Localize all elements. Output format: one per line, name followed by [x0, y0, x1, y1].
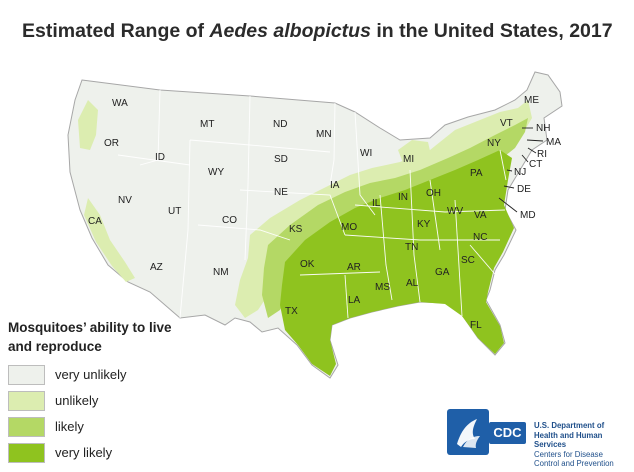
state-label-id: ID	[155, 152, 165, 163]
state-label-ia: IA	[330, 180, 340, 191]
state-label-la: LA	[348, 295, 361, 306]
range-unlikely-westcoast	[78, 100, 98, 150]
state-label-mo: MO	[341, 222, 357, 233]
state-label-az: AZ	[150, 262, 163, 273]
hhs-eagle-logo-icon	[447, 409, 489, 455]
label-leaders	[498, 127, 544, 213]
org-line-2: Health and Human Services	[534, 430, 603, 450]
state-label-ri: RI	[537, 149, 547, 160]
state-label-nj: NJ	[514, 167, 526, 178]
legend-swatch-unlikely	[8, 391, 45, 411]
state-label-ms: MS	[375, 282, 390, 293]
state-label-ca: CA	[88, 216, 102, 227]
state-label-tx: TX	[285, 306, 298, 317]
state-label-me: ME	[524, 95, 539, 106]
legend-label-likely: likely	[55, 419, 84, 434]
state-label-va: VA	[474, 210, 487, 221]
state-label-nm: NM	[213, 267, 229, 278]
range-unlikely-michigan	[398, 140, 432, 170]
state-labels: WA OR CA NV ID MT WY UT AZ CO NM ND SD N…	[88, 95, 561, 331]
state-label-ks: KS	[289, 224, 303, 235]
state-label-tn: TN	[405, 242, 418, 253]
legend-label-very-likely: very likely	[55, 445, 113, 460]
state-label-wi: WI	[360, 148, 372, 159]
state-label-nc: NC	[473, 232, 487, 243]
range-unlikely-california	[84, 198, 135, 282]
org-line-1: U.S. Department of	[534, 421, 605, 430]
state-label-vt: VT	[500, 118, 513, 129]
state-label-ut: UT	[168, 206, 181, 217]
state-label-or: OR	[104, 138, 119, 149]
state-label-md: MD	[520, 210, 536, 221]
state-label-wa: WA	[112, 98, 128, 109]
state-borders	[117, 89, 507, 319]
state-label-nd: ND	[273, 119, 287, 130]
legend-item-likely: likely	[8, 417, 208, 437]
state-label-mn: MN	[316, 129, 332, 140]
legend-item-very-likely: very likely	[8, 443, 208, 463]
state-label-al: AL	[406, 278, 419, 289]
state-label-mi: MI	[403, 154, 414, 165]
state-label-nh: NH	[536, 123, 550, 134]
legend-swatch-very-likely	[8, 443, 45, 463]
state-label-ne: NE	[274, 187, 288, 198]
state-label-in: IN	[398, 192, 408, 203]
state-label-ga: GA	[435, 267, 450, 278]
state-label-ma: MA	[546, 137, 561, 148]
state-label-wy: WY	[208, 167, 224, 178]
org-line-4: Control and Prevention	[534, 459, 614, 468]
state-label-fl: FL	[470, 320, 482, 331]
state-label-wv: WV	[447, 206, 463, 217]
state-label-ok: OK	[300, 259, 315, 270]
state-label-mt: MT	[200, 119, 214, 130]
legend-item-unlikely: unlikely	[8, 391, 208, 411]
state-label-ny: NY	[487, 138, 501, 149]
state-label-sd: SD	[274, 154, 288, 165]
cdc-org-text: U.S. Department of Health and Human Serv…	[534, 421, 634, 469]
state-label-ct: CT	[529, 159, 542, 170]
state-label-pa: PA	[470, 168, 483, 179]
legend-swatch-very-unlikely	[8, 365, 45, 385]
legend-item-very-unlikely: very unlikely	[8, 365, 208, 385]
state-label-ky: KY	[417, 219, 431, 230]
state-label-nv: NV	[118, 195, 132, 206]
legend-label-very-unlikely: very unlikely	[55, 367, 127, 382]
state-label-sc: SC	[461, 255, 475, 266]
state-label-co: CO	[222, 215, 237, 226]
cdc-logo-icon: CDC	[489, 422, 526, 444]
legend-title: Mosquitoes’ ability to live and reproduc…	[8, 320, 172, 354]
state-label-il: IL	[372, 198, 381, 209]
state-label-de: DE	[517, 184, 531, 195]
map-title: Estimated Range of Aedes albopictus in t…	[22, 20, 613, 42]
state-label-oh: OH	[426, 188, 441, 199]
legend-swatch-likely	[8, 417, 45, 437]
org-line-3: Centers for Disease	[534, 449, 603, 459]
legend-label-unlikely: unlikely	[55, 393, 99, 408]
state-label-ar: AR	[347, 262, 361, 273]
